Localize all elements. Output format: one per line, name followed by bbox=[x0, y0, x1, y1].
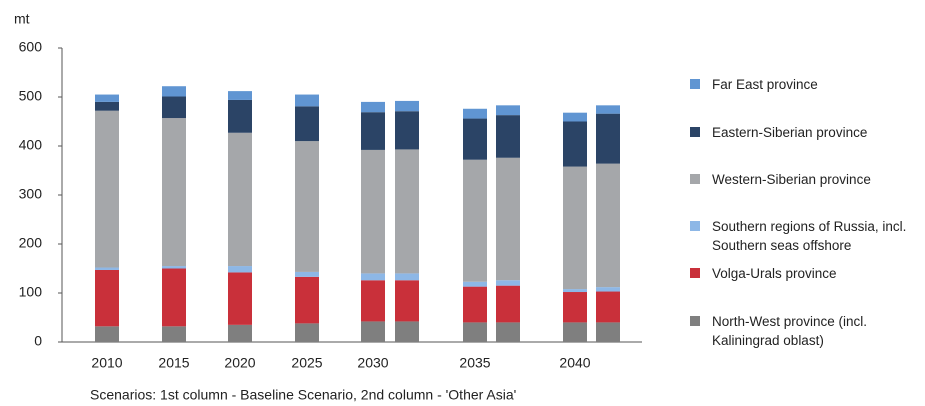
legend-label: Southern regions of Russia, incl. Southe… bbox=[712, 219, 907, 253]
bar-segment bbox=[395, 273, 419, 281]
legend-swatch bbox=[690, 127, 700, 137]
legend-label: Volga-Urals province bbox=[712, 265, 837, 281]
x-tick-label: 2020 bbox=[224, 355, 255, 371]
bar-segment bbox=[228, 132, 252, 267]
bar-segment bbox=[361, 280, 385, 322]
bar-segment bbox=[361, 321, 385, 342]
bar-segment bbox=[162, 268, 186, 327]
bar-segment bbox=[228, 272, 252, 325]
bar-segment bbox=[463, 322, 487, 342]
y-tick-label: 0 bbox=[34, 333, 42, 349]
y-tick-label: 400 bbox=[19, 137, 43, 153]
bar-segment bbox=[563, 121, 587, 167]
bar-segment bbox=[596, 105, 620, 114]
bar-segment bbox=[596, 287, 620, 292]
bar-segment bbox=[596, 113, 620, 164]
bar-segment bbox=[95, 94, 119, 102]
bar-segment bbox=[295, 271, 319, 277]
bar-segment bbox=[563, 166, 587, 290]
bar-segment bbox=[395, 280, 419, 322]
legend-swatch bbox=[690, 79, 700, 89]
bar-segment bbox=[295, 106, 319, 142]
bar-segment bbox=[228, 324, 252, 342]
bar-segment bbox=[563, 289, 587, 293]
bar-segment bbox=[395, 111, 419, 150]
bar-segment bbox=[596, 163, 620, 288]
bar-segment bbox=[361, 112, 385, 150]
bar-segment bbox=[95, 110, 119, 268]
bar-segment bbox=[463, 108, 487, 119]
bar-segment bbox=[496, 105, 520, 116]
y-axis-label: mt bbox=[14, 11, 30, 27]
bar-segment bbox=[295, 323, 319, 342]
bar-segment bbox=[463, 159, 487, 282]
bar-segment bbox=[295, 141, 319, 272]
bar-segment bbox=[496, 285, 520, 323]
bar-segment bbox=[295, 276, 319, 324]
bar-segment bbox=[95, 269, 119, 327]
bar-segment bbox=[361, 273, 385, 281]
legend-swatch bbox=[690, 316, 700, 326]
legend-label: North-West province (incl. Kaliningrad o… bbox=[712, 314, 868, 348]
bar-segment bbox=[95, 101, 119, 111]
bar-segment bbox=[463, 281, 487, 287]
bar-segment bbox=[228, 99, 252, 133]
legend-swatch bbox=[690, 268, 700, 278]
y-tick-label: 600 bbox=[19, 39, 43, 55]
bar-segment bbox=[596, 291, 620, 323]
y-tick-label: 200 bbox=[19, 235, 43, 251]
bar-segment bbox=[95, 326, 119, 342]
legend-label: Far East province bbox=[712, 76, 818, 92]
bar-segment bbox=[395, 321, 419, 342]
bar-segment bbox=[496, 322, 520, 342]
bar-segment bbox=[563, 112, 587, 122]
bar-segment bbox=[463, 118, 487, 160]
bar-segment bbox=[395, 149, 419, 274]
footnote: Scenarios: 1st column - Baseline Scenari… bbox=[90, 387, 516, 403]
legend-label: Western-Siberian province bbox=[712, 171, 871, 187]
bar-segment bbox=[228, 91, 252, 100]
bar-segment bbox=[162, 96, 186, 119]
bar-segment bbox=[361, 149, 385, 274]
bar-segment bbox=[496, 280, 520, 286]
bar-segment bbox=[563, 322, 587, 342]
bar-segment bbox=[496, 157, 520, 281]
y-tick-label: 500 bbox=[19, 88, 43, 104]
x-tick-label: 2010 bbox=[91, 355, 122, 371]
bar-segment bbox=[563, 292, 587, 323]
bar-segment bbox=[295, 94, 319, 107]
legend-swatch bbox=[690, 221, 700, 231]
legend-swatch bbox=[690, 174, 700, 184]
bar-segment bbox=[596, 322, 620, 342]
bar-segment bbox=[228, 266, 252, 273]
bar-segment bbox=[162, 266, 186, 269]
x-tick-label: 2040 bbox=[559, 355, 590, 371]
bar-segment bbox=[395, 100, 419, 112]
x-tick-label: 2015 bbox=[158, 355, 189, 371]
x-tick-label: 2035 bbox=[459, 355, 490, 371]
bar-segment bbox=[95, 267, 119, 270]
x-tick-label: 2030 bbox=[357, 355, 388, 371]
x-tick-label: 2025 bbox=[291, 355, 322, 371]
bar-segment bbox=[361, 101, 385, 113]
bar-segment bbox=[162, 86, 186, 97]
bar-segment bbox=[162, 326, 186, 342]
y-tick-label: 100 bbox=[19, 284, 43, 300]
bar-segment bbox=[463, 286, 487, 323]
bar-segment bbox=[162, 118, 186, 267]
legend-label: Eastern-Siberian province bbox=[712, 124, 868, 140]
y-tick-label: 300 bbox=[19, 186, 43, 202]
bar-segment bbox=[496, 115, 520, 158]
